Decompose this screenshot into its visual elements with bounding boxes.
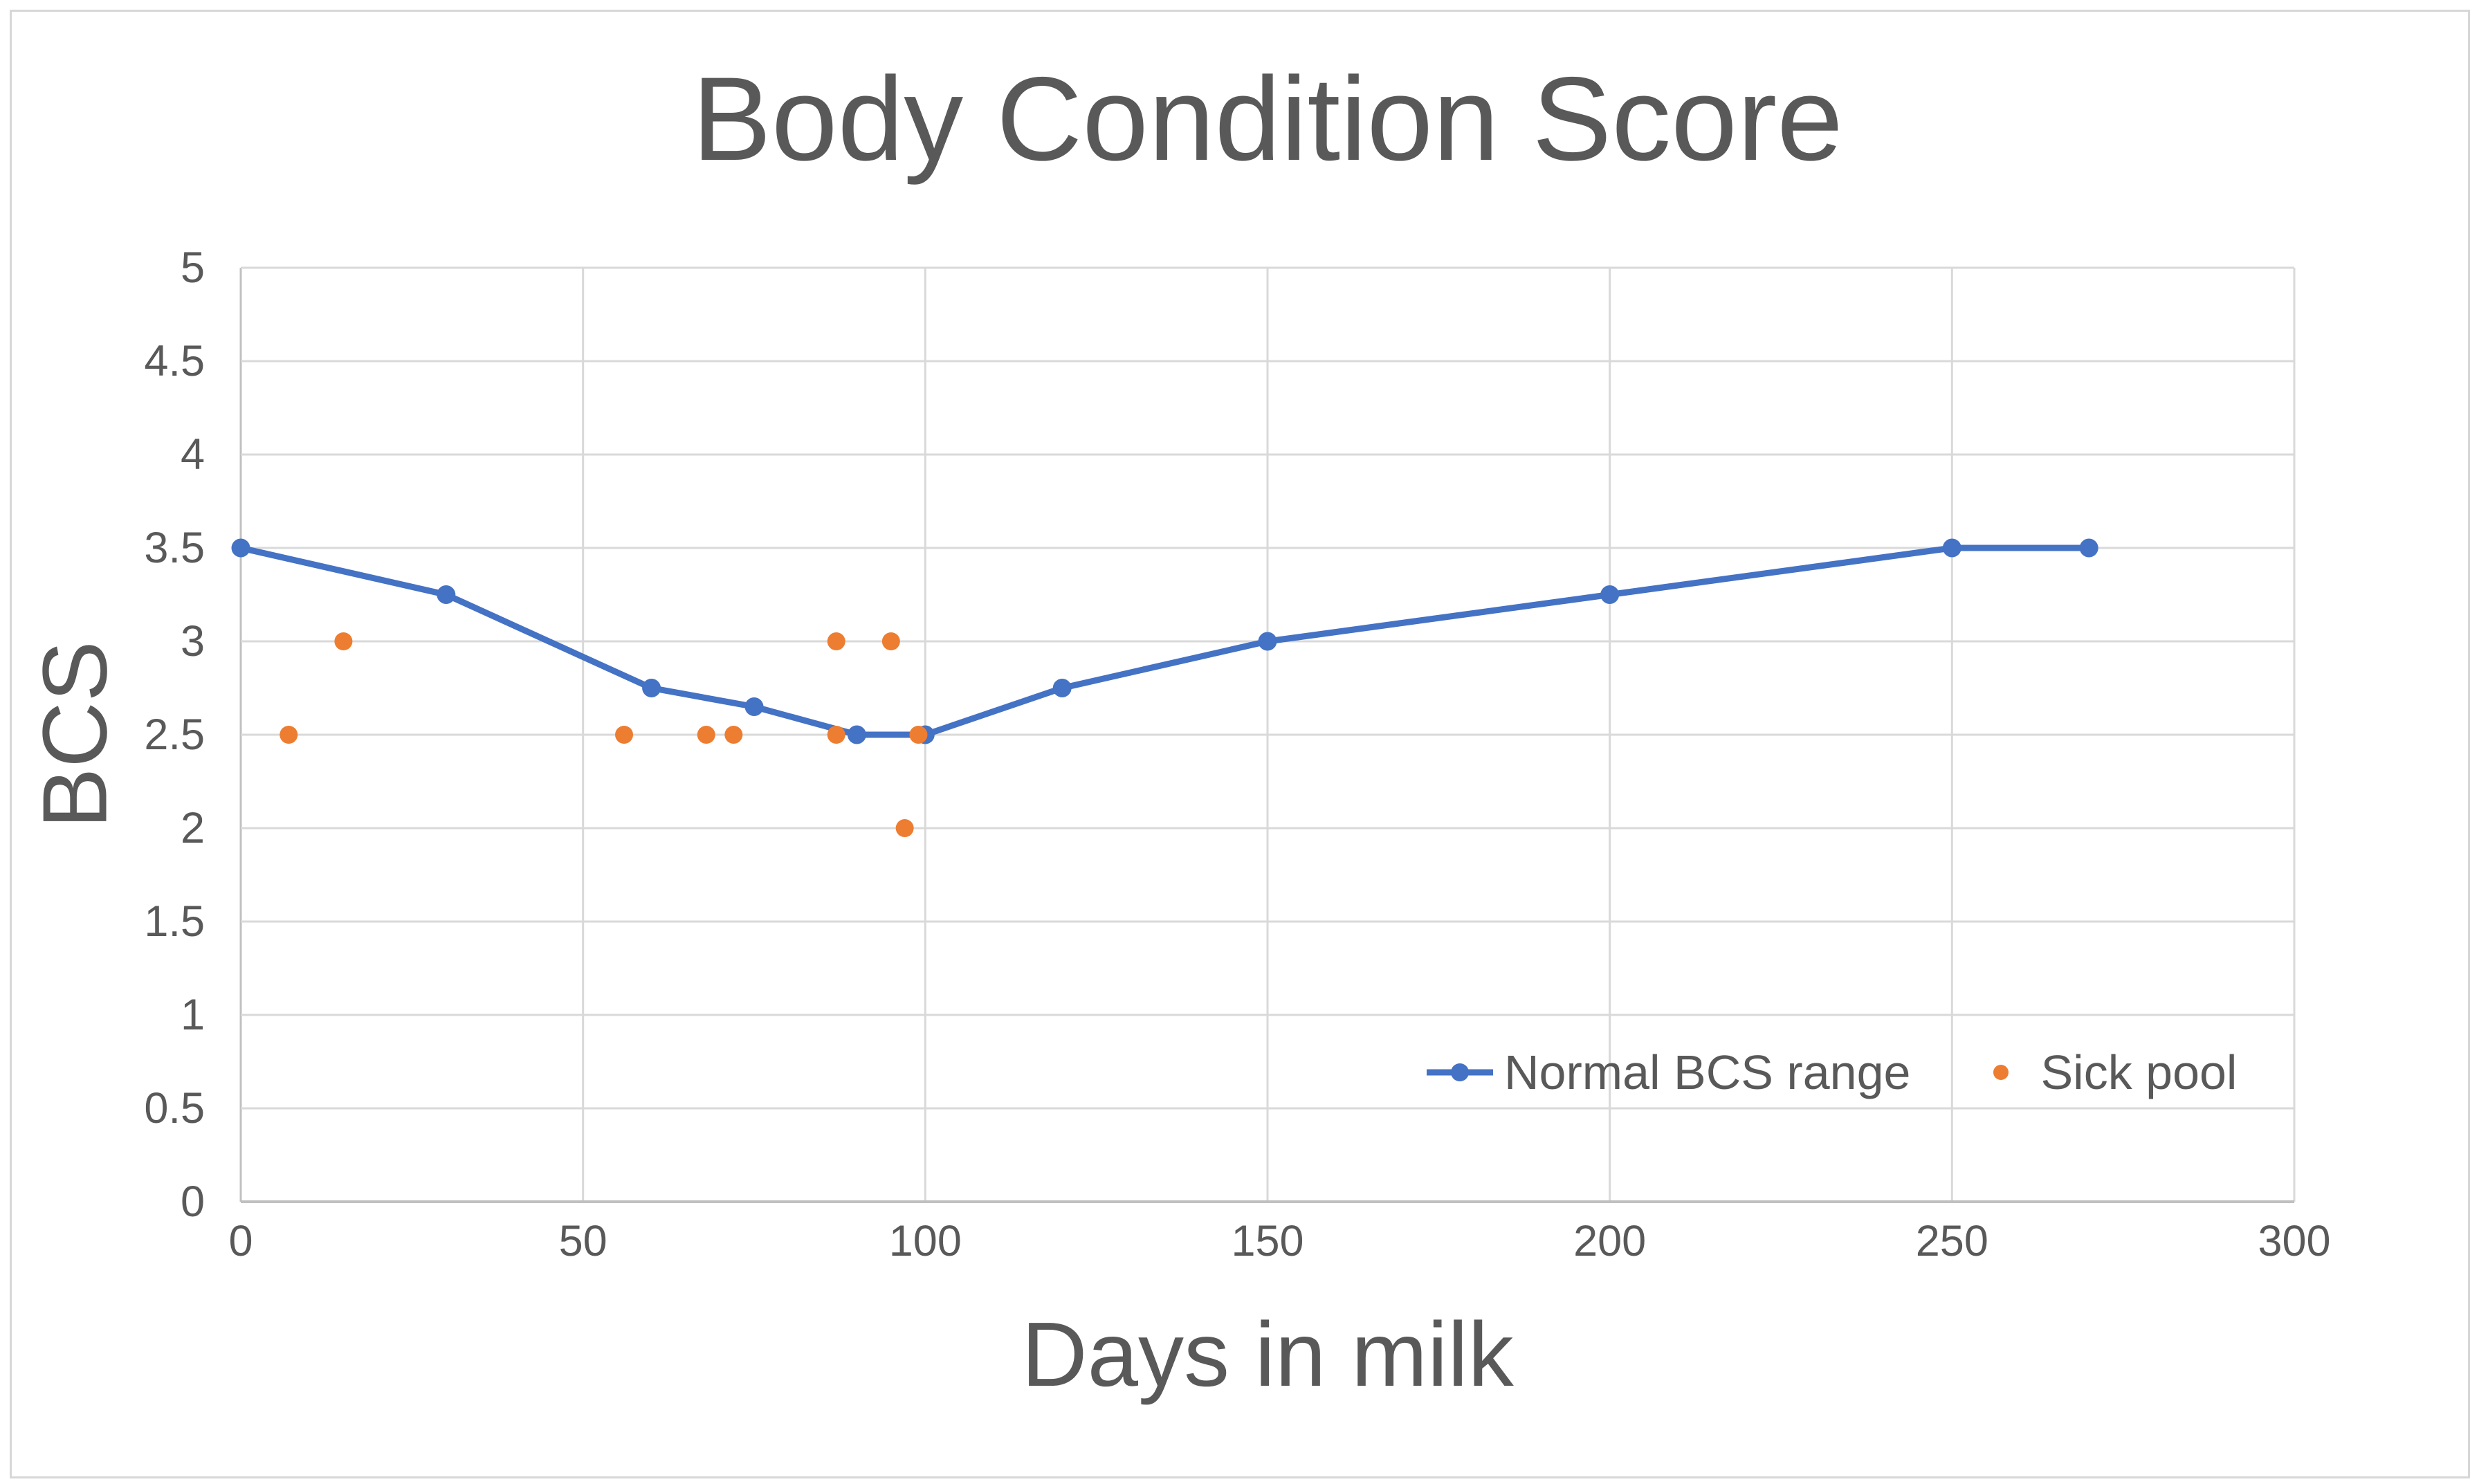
data-point-sick: [827, 632, 845, 650]
data-point-sick: [334, 632, 353, 650]
y-tick-label: 2: [180, 804, 205, 852]
legend-dot-swatch: [1993, 1065, 2009, 1080]
x-tick-label: 200: [1573, 1217, 1647, 1265]
y-tick-label: 0: [180, 1178, 205, 1226]
y-tick-label: 1: [180, 991, 205, 1039]
data-point-sick: [280, 726, 298, 744]
data-point-normal: [1258, 632, 1277, 651]
data-point-sick: [827, 726, 845, 744]
legend-item-normal-bcs-range: Normal BCS range: [1427, 1045, 1910, 1100]
y-tick-label: 5: [180, 244, 205, 292]
data-point-sick: [615, 726, 634, 744]
x-tick-label: 0: [228, 1217, 253, 1265]
data-point-normal: [1052, 679, 1072, 697]
data-point-normal: [2079, 538, 2098, 558]
data-point-normal: [437, 585, 456, 604]
x-tick-label: 150: [1231, 1217, 1304, 1265]
data-point-normal: [231, 538, 250, 558]
data-point-sick: [895, 819, 914, 837]
chart-border-frame: [10, 10, 2470, 1478]
data-point-normal: [1600, 585, 1620, 604]
y-tick-label: 3.5: [144, 524, 205, 572]
y-tick-label: 2.5: [144, 711, 205, 759]
y-tick-label: 4.5: [144, 337, 205, 385]
data-point-normal: [847, 725, 866, 744]
data-point-normal: [642, 679, 661, 697]
y-tick-label: 1.5: [144, 897, 205, 946]
x-axis-title: Days in milk: [1021, 1303, 1514, 1405]
data-point-sick: [881, 632, 900, 650]
x-tick-label: 250: [1915, 1217, 1988, 1265]
legend-line-marker-swatch: [1427, 1063, 1493, 1081]
y-tick-label: 4: [180, 430, 205, 479]
x-tick-label: 50: [558, 1217, 607, 1265]
legend-label-sick: Sick pool: [2040, 1045, 2238, 1099]
data-point-sick: [697, 726, 715, 744]
x-tick-label: 100: [888, 1217, 962, 1265]
legend-label-normal: Normal BCS range: [1504, 1045, 1911, 1099]
y-tick-label: 0.5: [144, 1084, 205, 1133]
data-point-normal: [744, 697, 764, 716]
data-point-normal: [1942, 538, 1961, 558]
data-point-sick: [909, 726, 928, 744]
plot-area: [231, 266, 2296, 1203]
data-point-sick: [724, 726, 743, 744]
legend-item-sick-pool: Sick pool: [1993, 1045, 2238, 1100]
y-tick-label: 3: [180, 617, 205, 666]
legend: Normal BCS range Sick pool: [1427, 1034, 2238, 1111]
x-tick-label: 300: [2258, 1217, 2331, 1265]
chart-title: Body Condition Score: [692, 53, 1843, 185]
